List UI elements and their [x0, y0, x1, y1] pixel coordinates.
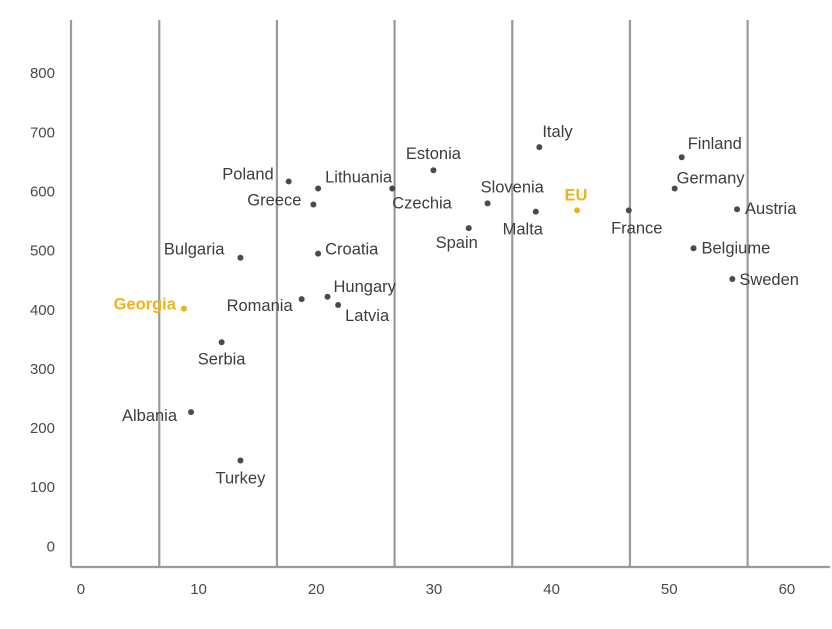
- x-tick-label: 40: [543, 581, 560, 598]
- point-label-romania: Romania: [227, 297, 294, 315]
- point-malta: [532, 208, 539, 215]
- point-hungary: [324, 293, 331, 300]
- x-tick-label: 0: [77, 581, 85, 598]
- point-label-lithuania: Lithuania: [325, 169, 393, 187]
- y-tick-label: 0: [47, 538, 55, 555]
- point-austria: [734, 206, 741, 213]
- y-tick-label: 200: [30, 420, 55, 437]
- point-germany: [671, 185, 678, 192]
- point-label-germany: Germany: [677, 170, 746, 188]
- x-tick-label: 30: [426, 581, 443, 598]
- point-spain: [465, 225, 472, 232]
- point-albania: [188, 409, 195, 416]
- point-label-hungary: Hungary: [334, 278, 397, 296]
- point-label-belgiume: Belgiume: [701, 239, 770, 257]
- point-poland: [285, 178, 292, 185]
- point-turkey: [237, 457, 244, 464]
- point-label-czechia: Czechia: [392, 195, 452, 213]
- point-label-bulgaria: Bulgaria: [164, 241, 225, 259]
- point-belgiume: [690, 245, 697, 252]
- point-label-spain: Spain: [436, 234, 478, 252]
- point-greece: [310, 201, 317, 208]
- y-tick-label: 600: [30, 183, 55, 200]
- y-tick-label: 400: [30, 302, 55, 319]
- point-sweden: [729, 276, 736, 283]
- y-tick-label: 500: [30, 243, 55, 260]
- point-italy: [536, 144, 543, 151]
- point-label-turkey: Turkey: [216, 470, 267, 488]
- point-label-georgia: Georgia: [114, 296, 177, 314]
- y-tick-labels: 0 100 200 300 400 500 600 700 800: [30, 65, 55, 555]
- point-bulgaria: [237, 254, 244, 261]
- point-label-poland: Poland: [222, 165, 273, 183]
- point-label-serbia: Serbia: [198, 350, 247, 368]
- point-label-italy: Italy: [542, 123, 573, 141]
- y-tick-label: 300: [30, 361, 55, 378]
- x-tick-label: 60: [779, 581, 796, 598]
- point-georgia: [180, 305, 187, 312]
- point-france: [625, 207, 632, 214]
- point-latvia: [335, 302, 342, 309]
- x-tick-label: 50: [661, 581, 678, 598]
- point-label-greece: Greece: [247, 192, 301, 210]
- point-lithuania: [315, 185, 322, 192]
- point-label-sweden: Sweden: [739, 271, 799, 289]
- gridlines: [158, 20, 749, 567]
- point-estonia: [430, 167, 437, 174]
- point-romania: [298, 296, 305, 303]
- point-eu: [574, 207, 580, 214]
- point-finland: [678, 154, 685, 161]
- point-label-malta: Malta: [503, 221, 544, 239]
- point-slovenia: [484, 200, 491, 207]
- point-label-albania: Albania: [122, 407, 178, 425]
- point-label-finland: Finland: [688, 135, 742, 153]
- y-tick-label: 100: [30, 479, 55, 496]
- x-tick-label: 20: [308, 581, 325, 598]
- point-label-croatia: Croatia: [325, 241, 379, 259]
- point-label-france: France: [611, 219, 662, 237]
- y-tick-label: 700: [30, 124, 55, 141]
- point-label-slovenia: Slovenia: [481, 178, 545, 196]
- x-tick-labels: 0 10 20 30 40 50 60: [77, 581, 796, 598]
- point-label-austria: Austria: [745, 200, 797, 218]
- point-czechia: [389, 185, 396, 192]
- point-label-estonia: Estonia: [406, 145, 462, 163]
- point-serbia: [218, 339, 225, 346]
- x-tick-label: 10: [190, 581, 207, 598]
- data-points: Georgia EU Albania Turkey Serbia Bulgaria Roma…: [114, 123, 799, 487]
- point-label-latvia: Latvia: [345, 307, 390, 325]
- point-croatia: [315, 250, 322, 257]
- y-tick-label: 800: [30, 65, 55, 82]
- point-label-eu: EU: [565, 186, 588, 204]
